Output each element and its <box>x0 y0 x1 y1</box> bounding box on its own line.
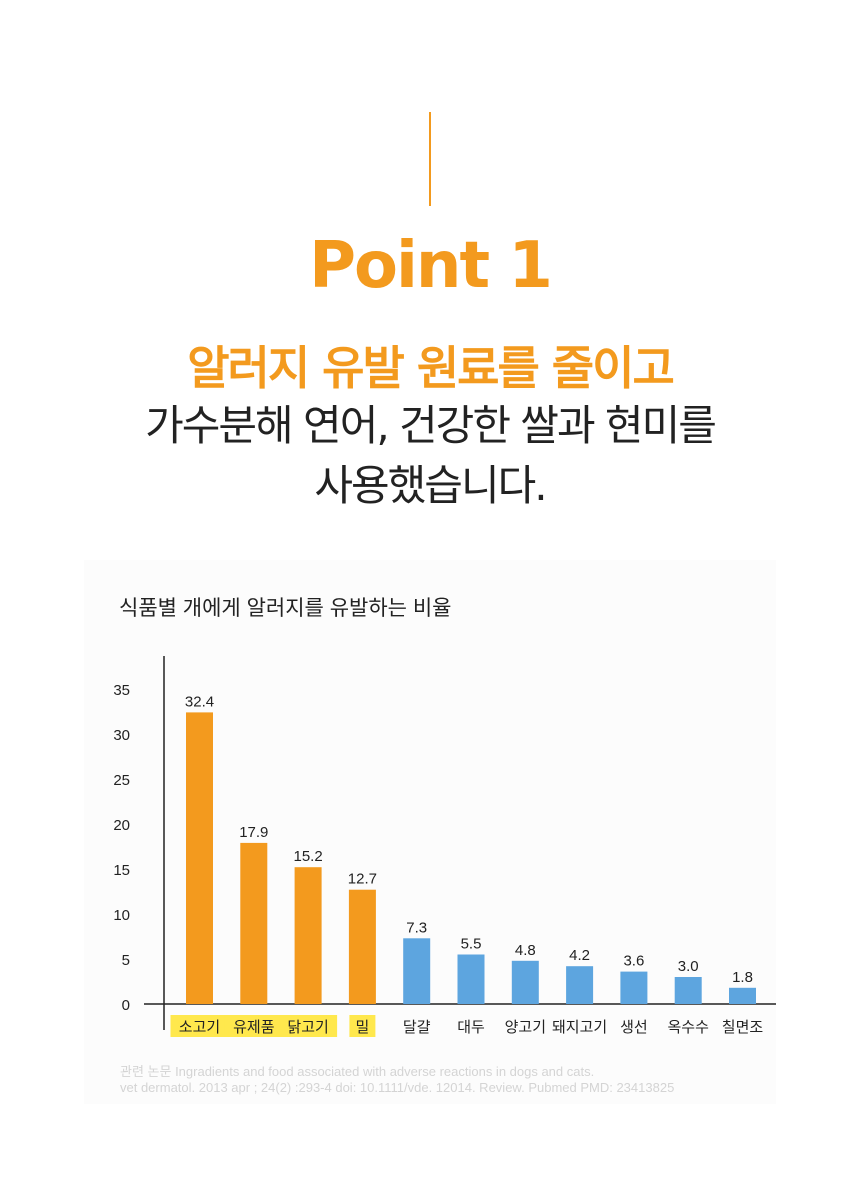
bar-value-label: 3.0 <box>678 958 699 975</box>
y-tick-label: 25 <box>113 772 130 789</box>
bar-7 <box>511 960 539 1004</box>
vertical-accent-line <box>429 112 431 206</box>
bar-9 <box>620 971 648 1004</box>
allergy-bar-chart: 식품별 개에게 알러지를 유발하는 비율 0 5 10 15 20 25 30 35 32.4 소고… <box>113 597 776 1037</box>
bar-value-label: 17.9 <box>239 824 268 841</box>
y-tick-label: 15 <box>113 862 130 879</box>
bar-value-label: 1.8 <box>732 969 753 986</box>
bar-value-label: 3.6 <box>623 953 644 970</box>
category-label: 유제품 <box>233 1019 274 1036</box>
bar-value-label: 15.2 <box>293 848 322 865</box>
bar-value-label: 32.4 <box>185 693 214 710</box>
category-label: 밀 <box>355 1019 369 1036</box>
y-tick-label: 10 <box>113 907 130 924</box>
bar-3 <box>294 867 322 1004</box>
body-line-1: 가수분해 연어, 건강한 쌀과 현미를 <box>145 401 717 450</box>
category-label: 양고기 <box>505 1019 546 1036</box>
bar-value-label: 5.5 <box>461 936 482 953</box>
bar-value-label: 7.3 <box>406 919 427 936</box>
point-title: Point 1 <box>309 229 553 303</box>
bar-4 <box>348 889 376 1004</box>
bar-11 <box>729 987 756 1004</box>
category-label: 생선 <box>620 1019 648 1036</box>
category-label-highlight <box>349 1015 376 1037</box>
chart-panel: 식품별 개에게 알러지를 유발하는 비율 0 5 10 15 20 25 30 35 32.4 소고… <box>84 560 776 1104</box>
bar-value-label: 4.8 <box>515 942 536 959</box>
category-label: 달걀 <box>403 1019 431 1036</box>
source-note: 관련 논문 Ingradients and food associated wi… <box>120 1064 760 1096</box>
y-tick-label: 0 <box>122 997 130 1014</box>
category-label: 옥수수 <box>667 1019 708 1036</box>
category-label: 닭고기 <box>287 1019 328 1036</box>
bar-value-label: 4.2 <box>569 947 590 964</box>
source-line-2: vet dermatol. 2013 apr ; 24(2) :293-4 do… <box>120 1080 675 1095</box>
category-label: 소고기 <box>179 1019 220 1036</box>
body-text: 가수분해 연어, 건강한 쌀과 현미를 사용했습니다. <box>0 396 860 516</box>
headline: 알러지 유발 원료를 줄이고 <box>187 341 675 395</box>
category-label-highlight <box>224 1015 283 1037</box>
y-tick-label: 30 <box>113 727 130 744</box>
category-label-highlight <box>170 1015 229 1037</box>
category-label-highlight <box>279 1015 338 1037</box>
bar-5 <box>403 938 431 1004</box>
bar-10 <box>674 977 702 1004</box>
bar-1 <box>186 712 213 1004</box>
bar-2 <box>240 842 268 1004</box>
body-line-2: 사용했습니다. <box>314 461 547 510</box>
category-label: 대두 <box>457 1019 485 1036</box>
bar-6 <box>457 954 485 1004</box>
bar-value-label: 12.7 <box>348 871 377 888</box>
source-line-1: 관련 논문 Ingradients and food associated wi… <box>120 1064 595 1079</box>
chart-title: 식품별 개에게 알러지를 유발하는 비율 <box>119 597 451 620</box>
category-label: 칠면조 <box>722 1019 764 1036</box>
y-tick-label: 35 <box>113 682 130 699</box>
category-label: 돼지고기 <box>552 1019 607 1036</box>
y-tick-label: 5 <box>122 952 130 969</box>
bar-8 <box>566 966 594 1004</box>
y-tick-label: 20 <box>113 817 130 834</box>
